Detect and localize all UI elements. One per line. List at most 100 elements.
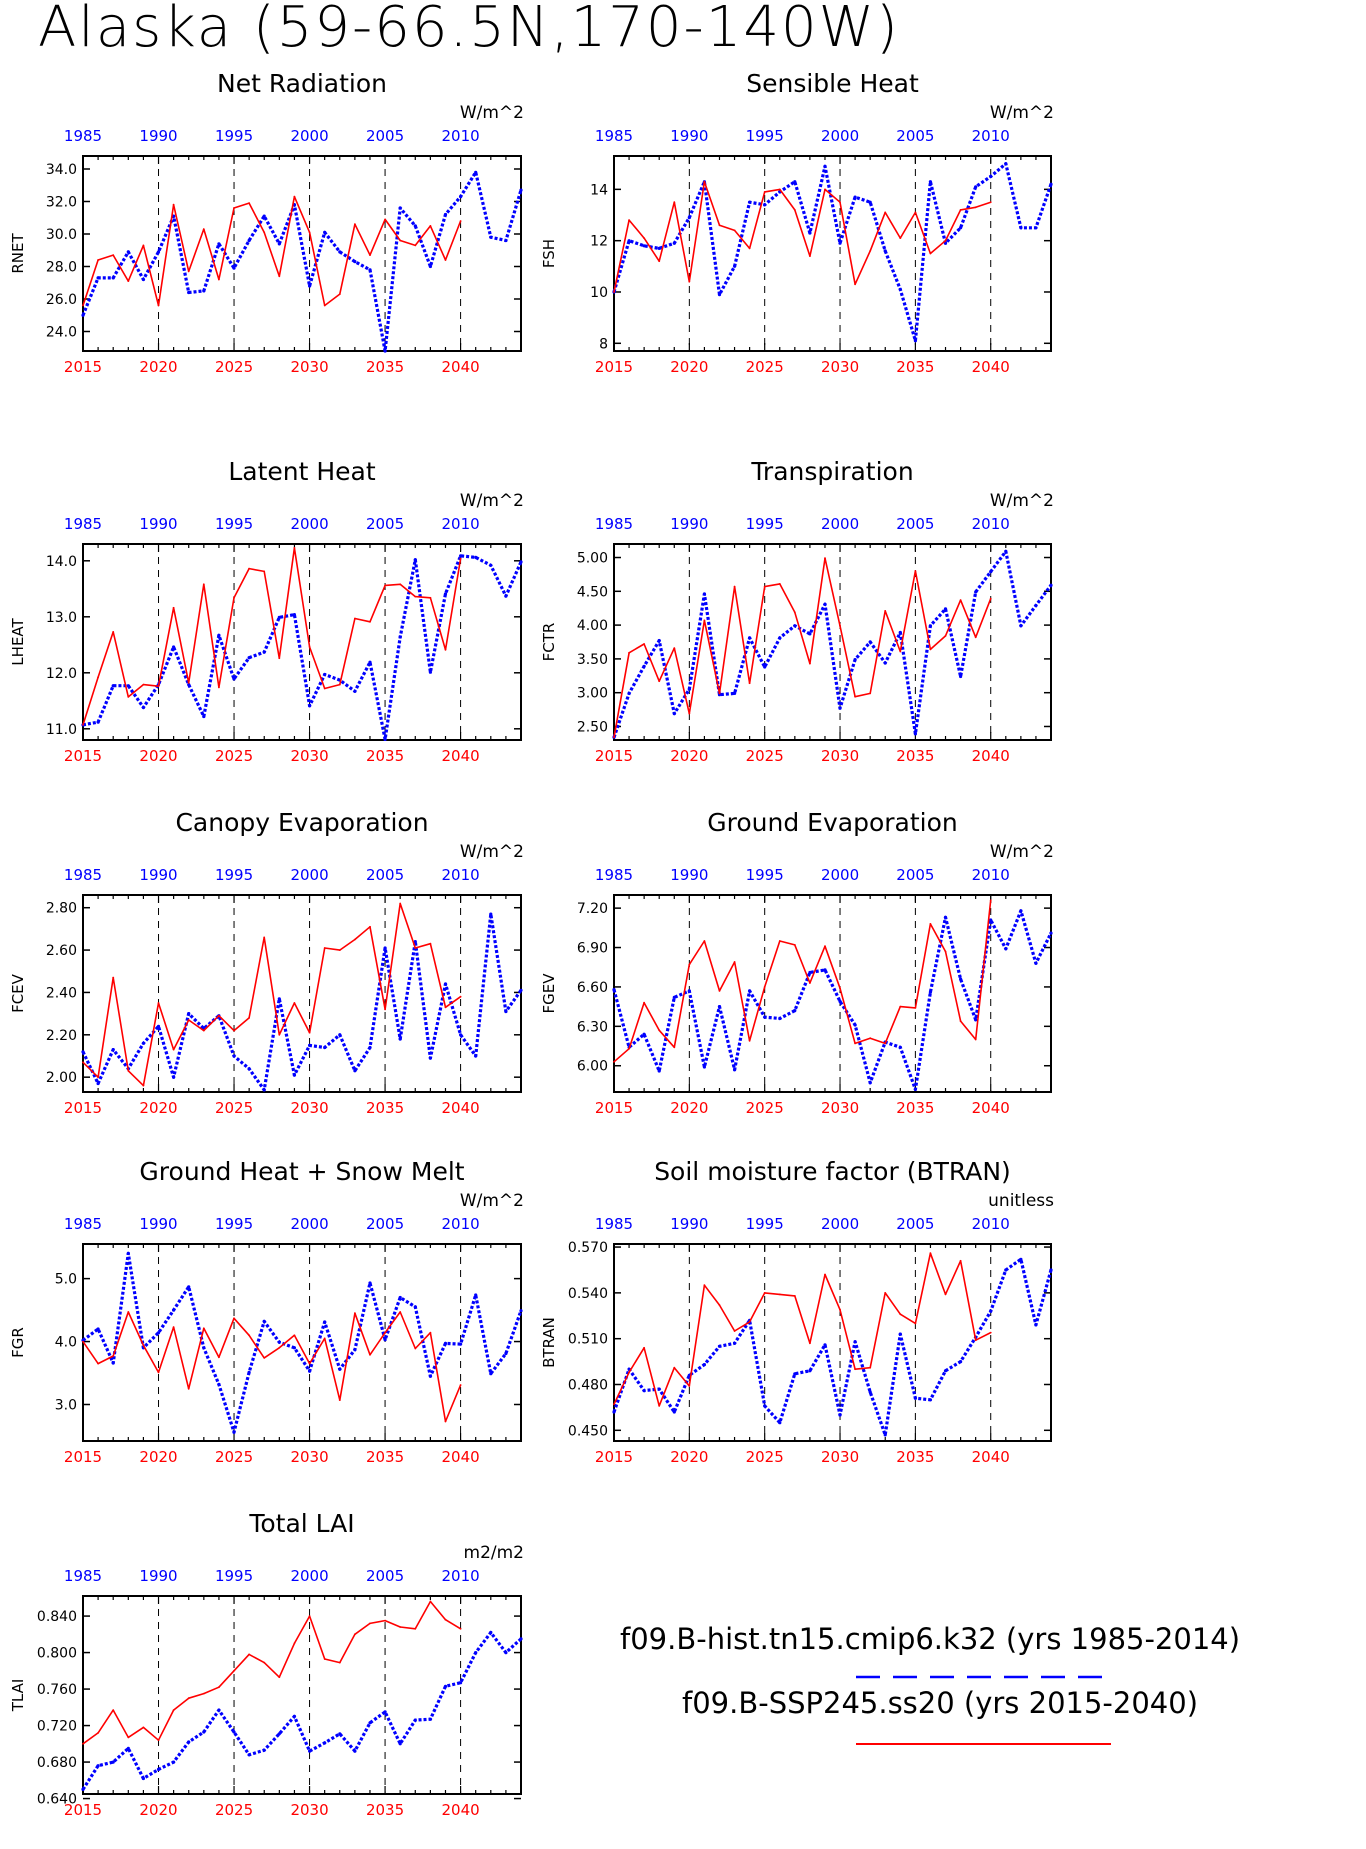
tlai-ssp-point xyxy=(202,1692,205,1695)
rnet-top-tick-label-1: 1990 xyxy=(139,127,177,145)
rnet-hist-point xyxy=(398,206,402,210)
fsh-ssp-point xyxy=(989,201,992,204)
btran-hist-point xyxy=(717,1344,722,1348)
lheat-ssp-point xyxy=(112,631,115,633)
fsh-hist-point xyxy=(868,200,872,204)
fgr-top-tick-label-1: 1990 xyxy=(139,1215,177,1233)
btran-hist-point xyxy=(989,1309,993,1313)
lheat-bottom-tick-label-3: 2030 xyxy=(290,747,328,765)
fgr-ytick-label-1: 4.0 xyxy=(55,1335,77,1351)
lheat-hist-point xyxy=(443,592,448,596)
fcev-hist-point xyxy=(413,940,417,944)
fctr-hist-point xyxy=(748,636,752,640)
btran-hist-point xyxy=(898,1332,902,1336)
fgev-ytick-label-1: 6.30 xyxy=(577,1019,608,1035)
fgev-bottom-tick-label-2: 2025 xyxy=(746,1099,784,1117)
fgr-ssp-point xyxy=(459,1384,462,1386)
tlai-bottom-tick-label-3: 2030 xyxy=(290,1801,328,1819)
btran-ssp-point xyxy=(929,1252,932,1255)
btran-ssp-point xyxy=(778,1293,781,1296)
fcev-ssp-point xyxy=(157,1002,160,1004)
btran-plot-frame xyxy=(613,1243,1052,1442)
btran-hist-point xyxy=(1019,1257,1023,1261)
btran-ssp-point xyxy=(884,1292,887,1294)
rnet-bottom-tick-label-2: 2025 xyxy=(215,358,253,376)
lheat-hist-point xyxy=(111,684,115,688)
btran-ytick-label-4: 0.570 xyxy=(568,1240,608,1256)
fctr-ssp-point xyxy=(974,636,977,639)
fctr-hist-point xyxy=(702,592,707,596)
btran-ssp-point xyxy=(763,1292,766,1294)
fsh-ssp-point xyxy=(899,237,902,240)
fcev-ssp-point xyxy=(172,1048,175,1051)
tlai-ssp-point xyxy=(414,1627,417,1630)
fgev-hist-point xyxy=(974,1018,978,1022)
fctr-top-tick-label-5: 2010 xyxy=(972,515,1010,533)
fsh-ssp-point xyxy=(944,239,947,242)
btran-hist-point xyxy=(1034,1323,1038,1327)
fgr-hist-point xyxy=(156,1331,161,1335)
fgev-ssp-point xyxy=(748,1039,751,1042)
tlai-ylabel: TLAI xyxy=(9,1679,27,1713)
btran-hist-point xyxy=(1049,1268,1053,1272)
lheat-ylabel: LHEAT xyxy=(9,617,27,665)
fsh-hist-point xyxy=(959,226,963,230)
fgev-top-tick-label-5: 2010 xyxy=(972,866,1010,884)
fctr-bottom-tick-label-5: 2040 xyxy=(972,747,1010,765)
lheat-hist-point xyxy=(504,594,508,598)
tlai-ssp-point xyxy=(97,1732,99,1734)
fsh-hist-point xyxy=(763,203,767,207)
tlai-ssp-point xyxy=(459,1627,462,1630)
fgev-units-label: W/m^2 xyxy=(990,842,1054,862)
lheat-hist-series-line xyxy=(82,554,523,742)
lheat-hist-point xyxy=(172,645,176,649)
fgev-ssp-point xyxy=(959,1020,962,1022)
fgev-bottom-tick-label-3: 2030 xyxy=(821,1099,859,1117)
fgev-hist-point xyxy=(748,989,752,993)
fcev-top-tick-label-4: 2005 xyxy=(366,866,404,884)
fctr-hist-point xyxy=(657,639,661,643)
fgev-hist-point xyxy=(1049,931,1053,935)
fsh-ylabel: FSH xyxy=(540,239,558,268)
lheat-hist-point xyxy=(459,554,463,558)
rnet-ssp-point xyxy=(354,223,356,226)
rnet-hist-point xyxy=(504,238,508,243)
fctr-hist-point xyxy=(778,636,782,640)
fcev-ssp-point xyxy=(218,1014,220,1017)
fgr-top-tick-label-3: 2000 xyxy=(290,1215,328,1233)
lheat-ssp-point xyxy=(202,583,205,586)
fgr-hist-point xyxy=(202,1346,206,1350)
fctr-bottom-tick-label-2: 2025 xyxy=(746,747,784,765)
rnet-ytick-label-0: 24.0 xyxy=(46,325,77,341)
fctr-ssp-point xyxy=(628,651,630,654)
fgev-ssp-point xyxy=(824,945,826,948)
fctr-hist-point xyxy=(974,590,978,594)
fgr-ssp-point xyxy=(399,1311,402,1313)
fcev-ylabel: FCEV xyxy=(9,973,27,1013)
lheat-ssp-point xyxy=(172,606,175,609)
fgr-hist-point xyxy=(383,1338,387,1342)
rnet-hist-point xyxy=(308,284,312,288)
fsh-ssp-point xyxy=(824,188,826,191)
fctr-ytick-label-5: 5.00 xyxy=(577,551,608,567)
btran-ssp-point xyxy=(914,1322,917,1325)
btran-ssp-point xyxy=(748,1321,751,1323)
rnet-ssp-point xyxy=(127,280,130,282)
tlai-ssp-point xyxy=(142,1726,145,1729)
fgr-ssp-point xyxy=(369,1353,371,1356)
fcev-hist-point xyxy=(96,1081,100,1086)
rnet-hist-point xyxy=(489,235,493,239)
tlai-hist-point xyxy=(96,1764,100,1768)
lheat-bottom-tick-label-5: 2040 xyxy=(441,747,479,765)
btran-ssp-point xyxy=(613,1403,615,1406)
fsh-bottom-tick-label-1: 2020 xyxy=(670,358,708,376)
fcev-top-tick-label-3: 2000 xyxy=(290,866,328,884)
fsh-top-tick-label-4: 2005 xyxy=(896,127,934,145)
btran-bottom-tick-label-4: 2035 xyxy=(896,1448,934,1466)
fctr-top-tick-label-1: 1990 xyxy=(670,515,708,533)
rnet-plot-frame xyxy=(82,155,522,352)
fctr-bottom-tick-label-3: 2030 xyxy=(821,747,859,765)
tlai-hist-point xyxy=(81,1787,85,1791)
fgr-ssp-point xyxy=(263,1357,266,1359)
fctr-ssp-point xyxy=(944,635,947,637)
